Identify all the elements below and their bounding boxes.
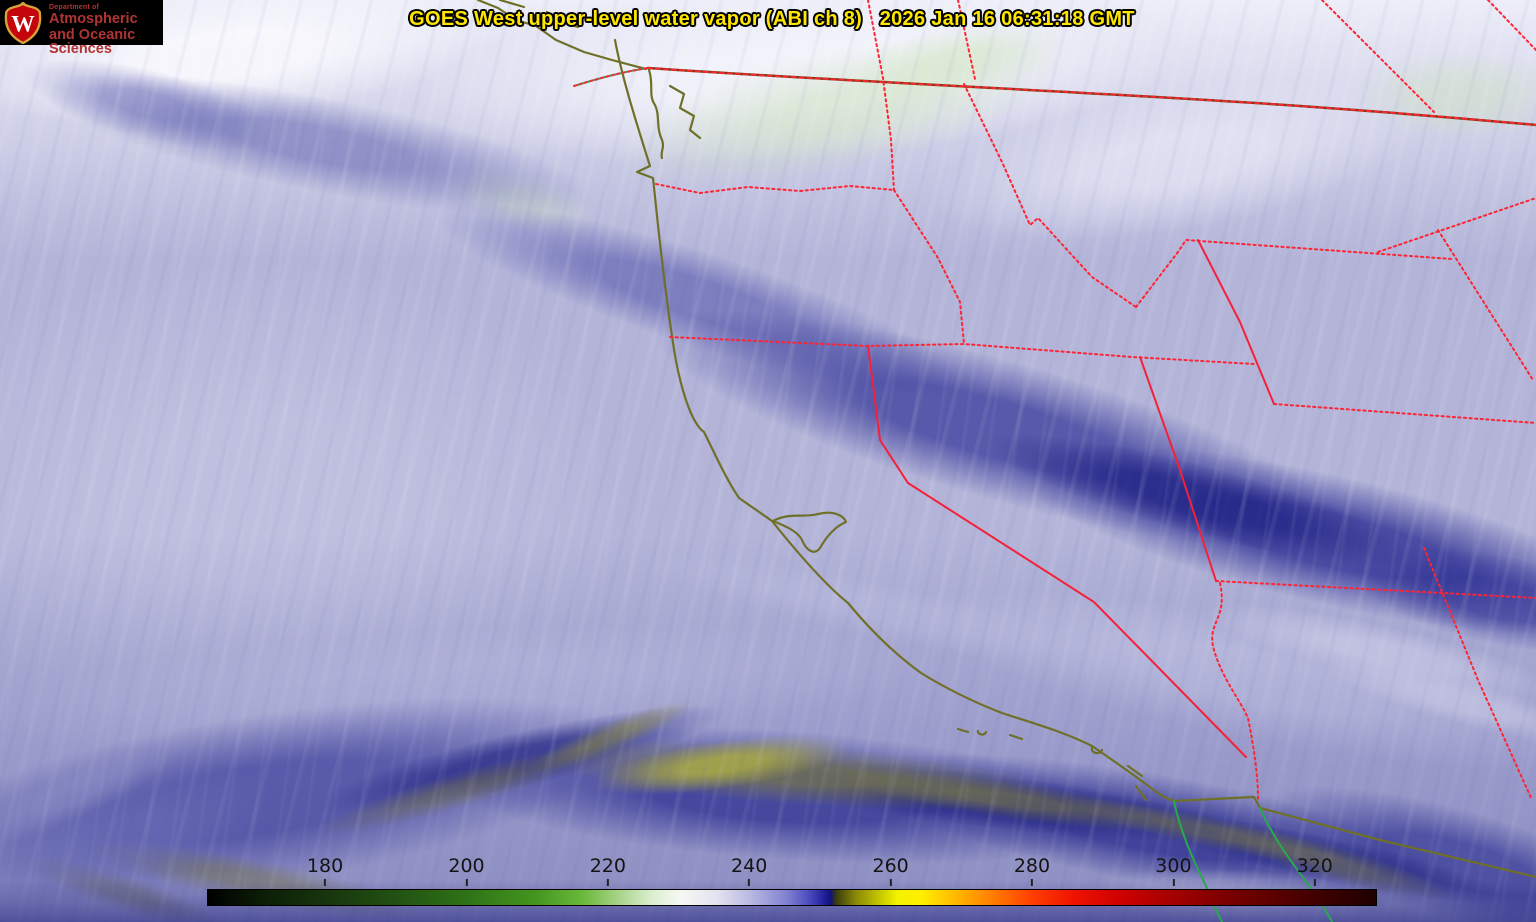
colorbar-tick: 280 (1014, 855, 1050, 886)
crest-letter: W (11, 11, 35, 37)
colorbar-tick: 260 (872, 855, 909, 886)
coastline-sf-bay (771, 511, 848, 553)
colorbar-tick: 300 (1155, 855, 1192, 886)
border-wa-or (655, 183, 895, 195)
colorbar-tick: 200 (448, 855, 485, 886)
colorbar-tick-label: 220 (589, 855, 626, 877)
colorbar-tick-label: 280 (1013, 855, 1051, 877)
colorbar-tick-mark (465, 879, 468, 886)
coastline-puget-sound (647, 68, 702, 160)
colorbar-tick-label: 180 (306, 855, 344, 877)
cloud-layer (0, 0, 1536, 260)
channel-islands (956, 727, 1148, 802)
border-or-id (893, 189, 965, 345)
logo-name-line1: Atmospheric (49, 11, 138, 27)
colorbar-tick-label: 320 (1296, 855, 1333, 877)
coastline-pacific (613, 38, 1176, 803)
colorbar-tick-label: 240 (731, 855, 768, 877)
border-mt-wy (1135, 238, 1453, 308)
colorbar-tick: 180 (307, 855, 343, 886)
logo-name-line2: and Oceanic Sciences (49, 26, 136, 57)
border-id-wy (1197, 239, 1275, 405)
colorbar-tick-mark (889, 879, 892, 886)
border-mt-east (1377, 197, 1536, 253)
border-nv-ut (1139, 356, 1217, 582)
border-az-east (1423, 547, 1533, 801)
state-borders-solid (867, 239, 1275, 758)
border-wy-east (1437, 229, 1534, 381)
border-ut-az (1215, 580, 1536, 599)
uw-aos-logo: W Department of Atmospheric and Oceanic … (0, 0, 163, 56)
border-ut-wy (1273, 403, 1536, 424)
border-ca-nv (867, 345, 1247, 758)
colorbar-tick-mark (324, 879, 327, 886)
colorbar-tick-mark (1313, 879, 1316, 886)
colorbar-tick-mark (606, 879, 609, 886)
us-canada-border-dashes (647, 67, 1536, 126)
colorbar-tick: 220 (590, 855, 626, 886)
image-title: GOES West upper-level water vapor (ABI c… (409, 8, 1135, 30)
state-borders-dotted (655, 0, 1536, 801)
border-ab-sk (1321, 0, 1435, 113)
uw-crest-icon: W (4, 1, 42, 44)
colorbar-tick-label: 300 (1155, 855, 1192, 877)
canada-border-group (573, 66, 1536, 127)
colorbar-tick-row: 180 200 220 240 260 280 300 320 (207, 855, 1377, 889)
coastline-group (476, 0, 1536, 879)
colorbar-tick-mark (1172, 879, 1175, 886)
border-topright (1487, 0, 1536, 51)
logo-dept-prefix: Department of (49, 4, 100, 11)
water-border-dots (573, 67, 649, 87)
border-id-mt (963, 83, 1137, 308)
us-canada-border (646, 66, 1536, 127)
border-42n (669, 336, 1255, 365)
colorbar-tick-mark (748, 879, 751, 886)
colorbar-tick: 320 (1297, 855, 1333, 886)
strait-juan-de-fuca (573, 67, 649, 87)
colorbar-tick-mark (1030, 879, 1033, 886)
colorbar (207, 889, 1377, 906)
colorbar-tick-label: 260 (872, 855, 909, 877)
border-colorado-river (1211, 582, 1259, 800)
colorbar-tick-label: 200 (448, 855, 485, 877)
colorbar-tick: 240 (731, 855, 767, 886)
logo-text: Department of Atmospheric and Oceanic Sc… (49, 2, 163, 57)
